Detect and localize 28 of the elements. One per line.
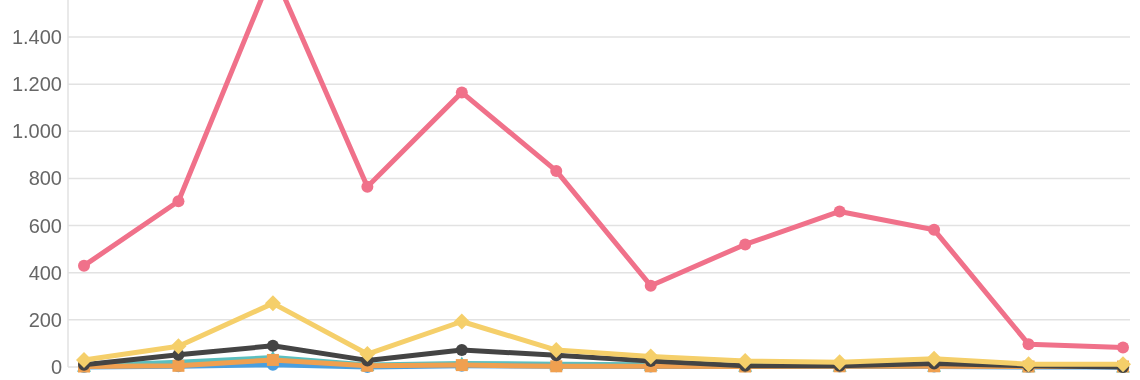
point — [76, 351, 92, 368]
point — [642, 348, 659, 365]
point — [550, 164, 563, 177]
y-tick-label: 0 — [50, 356, 62, 378]
point — [266, 339, 279, 352]
point — [172, 195, 185, 208]
point — [1117, 341, 1129, 354]
y-tick-label: 1.000 — [11, 120, 62, 143]
point — [361, 180, 374, 193]
point — [644, 279, 657, 292]
y-tick-label: 1.200 — [11, 73, 62, 96]
y-tick-label: 400 — [28, 261, 62, 284]
point — [831, 354, 848, 371]
point — [78, 259, 90, 272]
point — [928, 223, 941, 236]
y-tick-label: 600 — [28, 214, 62, 237]
point — [453, 313, 470, 330]
point — [170, 338, 187, 355]
point — [455, 344, 468, 357]
y-tick-label: 200 — [28, 308, 62, 331]
point — [833, 205, 846, 218]
point — [1022, 338, 1035, 351]
point — [359, 346, 376, 363]
point — [739, 238, 752, 251]
y-tick-label: 1.400 — [11, 26, 62, 48]
y-tick-label: 800 — [28, 167, 62, 190]
point — [264, 295, 281, 312]
point — [455, 86, 468, 99]
